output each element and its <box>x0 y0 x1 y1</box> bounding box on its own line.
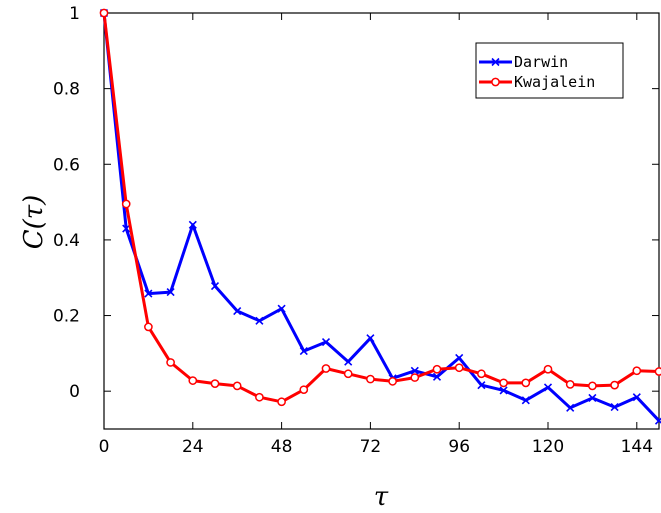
data-point-kwajalein <box>543 364 553 374</box>
legend-marker-darwin <box>491 57 500 67</box>
data-point-kwajalein <box>299 385 309 395</box>
data-point-kwajalein <box>321 364 331 373</box>
legend-marker-kwajalein <box>491 77 500 87</box>
x-tick-label: 120 <box>532 437 564 457</box>
data-point-darwin <box>566 403 575 412</box>
x-axis-ticks: 0 24 48 72 96 120 144 <box>99 13 653 457</box>
plot-frame <box>103 12 660 430</box>
data-point-kwajalein <box>477 369 486 379</box>
data-point-kwajalein <box>99 8 109 18</box>
legend-label-kwajalein: Kwajalein <box>514 73 595 91</box>
data-point-darwin <box>543 383 553 392</box>
data-point-darwin <box>255 316 264 325</box>
y-axis-title: C(τ) <box>19 195 49 250</box>
data-point-kwajalein <box>499 378 508 388</box>
y-tick-label: 0.6 <box>53 155 80 175</box>
data-point-darwin <box>144 289 153 298</box>
data-point-kwajalein <box>588 381 597 391</box>
data-point-kwajalein <box>654 367 661 376</box>
data-point-darwin <box>188 220 197 229</box>
data-point-kwajalein <box>632 366 642 376</box>
data-point-darwin <box>455 353 464 362</box>
data-point-kwajalein <box>521 378 531 388</box>
data-point-darwin <box>432 372 442 381</box>
y-tick-label: 0.2 <box>53 307 80 327</box>
data-point-darwin <box>654 416 661 425</box>
data-point-darwin <box>521 396 530 405</box>
data-point-kwajalein <box>144 322 153 332</box>
y-tick-label: 0.4 <box>53 231 80 251</box>
data-point-kwajalein <box>410 373 420 382</box>
data-point-darwin <box>321 337 331 347</box>
legend-label-darwin: Darwin <box>514 53 568 71</box>
data-point-darwin <box>610 402 619 412</box>
data-point-darwin <box>166 288 175 297</box>
data-point-kwajalein <box>432 364 442 374</box>
data-point-kwajalein <box>388 376 397 386</box>
y-tick-label: 0 <box>69 382 80 402</box>
x-tick-label: 24 <box>182 437 204 457</box>
data-point-darwin <box>410 366 419 375</box>
data-point-kwajalein <box>610 380 619 390</box>
data-point-darwin <box>477 381 486 390</box>
data-point-darwin <box>277 304 286 313</box>
x-axis-title: τ <box>374 482 389 512</box>
y-axis-ticks: 0 0.2 0.4 0.6 0.8 1 <box>53 4 659 402</box>
legend: Darwin Kwajalein <box>475 42 624 99</box>
data-point-darwin <box>210 281 220 291</box>
x-tick-label: 144 <box>621 437 653 457</box>
data-point-darwin <box>299 347 308 356</box>
y-tick-label: 0.8 <box>53 80 80 100</box>
data-point-kwajalein <box>565 380 575 389</box>
series-kwajalein <box>99 8 661 407</box>
series-layer <box>99 8 661 425</box>
data-point-kwajalein <box>454 363 464 373</box>
data-point-darwin <box>588 393 597 403</box>
data-point-kwajalein <box>277 397 286 407</box>
data-point-kwajalein <box>255 392 264 402</box>
legend-box <box>475 42 624 99</box>
x-tick-label: 96 <box>448 437 470 457</box>
data-point-darwin <box>499 386 508 395</box>
data-point-kwajalein <box>232 381 242 391</box>
data-point-darwin <box>366 334 375 343</box>
x-tick-label: 0 <box>99 437 110 457</box>
x-tick-label: 48 <box>271 437 293 457</box>
data-point-darwin <box>233 306 242 316</box>
data-point-kwajalein <box>210 379 220 388</box>
data-point-kwajalein <box>166 358 175 367</box>
data-point-kwajalein <box>121 199 131 209</box>
data-point-darwin <box>122 224 131 233</box>
x-tick-label: 72 <box>360 437 382 457</box>
data-point-darwin <box>344 357 353 366</box>
data-point-darwin <box>632 393 641 402</box>
series-line-darwin <box>102 12 661 422</box>
y-tick-label: 1 <box>69 4 80 24</box>
data-point-kwajalein <box>366 374 375 384</box>
data-point-kwajalein <box>188 376 198 385</box>
data-point-kwajalein <box>343 369 353 379</box>
